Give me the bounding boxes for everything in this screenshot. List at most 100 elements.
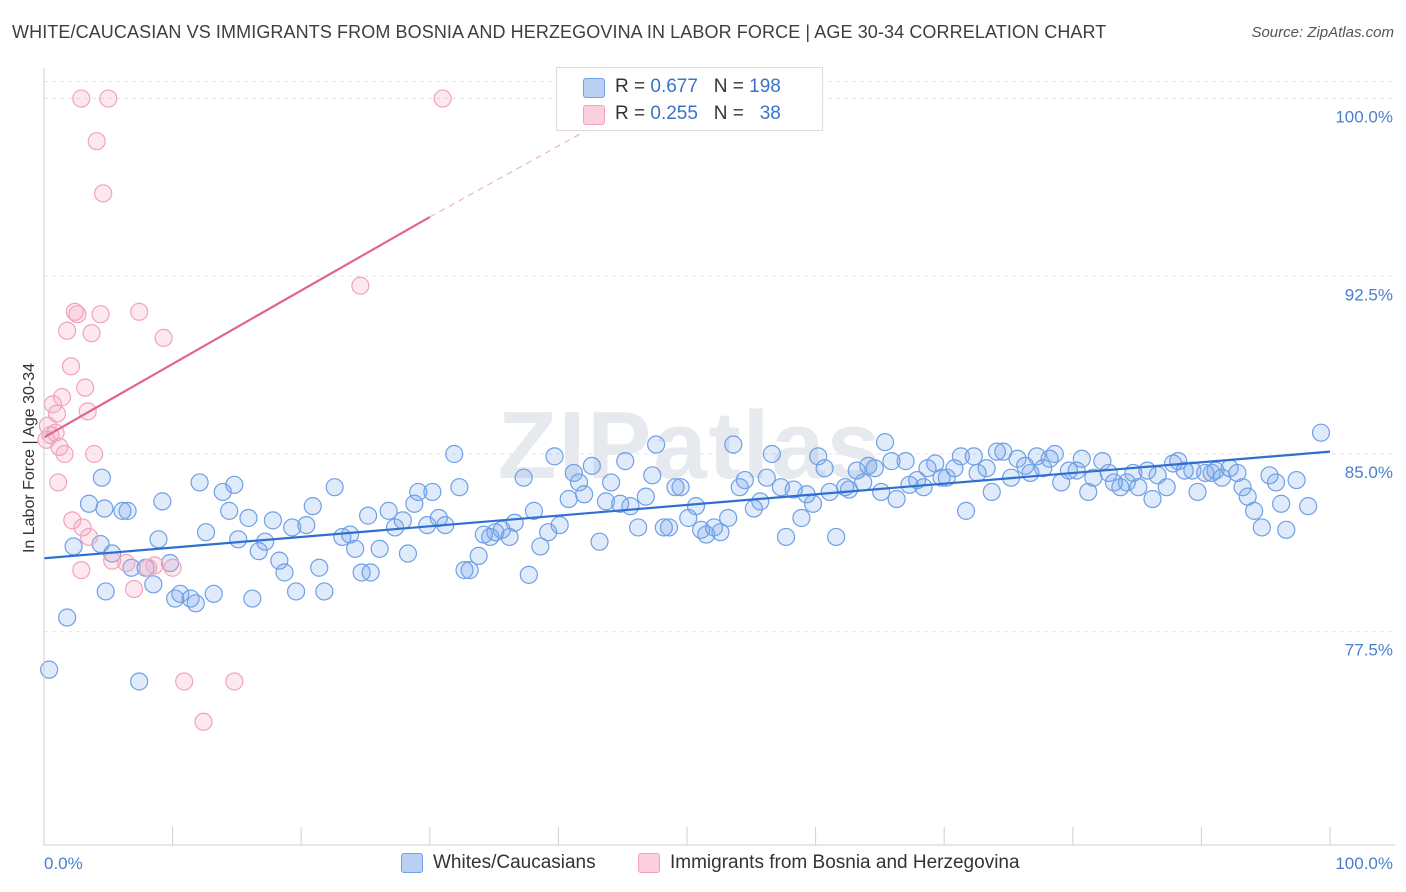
white-point (171, 584, 190, 603)
white-point (118, 501, 137, 520)
white-point (393, 511, 412, 530)
white-point (398, 544, 418, 563)
white-point (792, 508, 811, 528)
white-point (671, 478, 690, 497)
white-point (686, 497, 706, 516)
white-point (229, 530, 248, 549)
white-point (346, 539, 365, 558)
white-point (629, 518, 648, 537)
white-point (1272, 494, 1291, 513)
white-point (531, 537, 550, 556)
bosnia-point (85, 444, 104, 464)
bosnia-point (58, 321, 77, 340)
white-point (450, 478, 469, 497)
white-point (803, 494, 823, 513)
white-point (1129, 478, 1148, 497)
white-point (550, 515, 569, 535)
bosnia-point (351, 276, 370, 295)
white-point (1059, 461, 1079, 480)
white-point (286, 582, 306, 601)
white-point (196, 523, 216, 542)
points-layer (37, 89, 1331, 731)
white-point (854, 473, 873, 492)
white-point (79, 494, 99, 513)
bosnia-point (130, 302, 149, 321)
y-axis-title: In Labor Force | Age 30-34 (21, 363, 38, 553)
axis-layer: 77.5% 85.0% 92.5% 100.0% 0.0% 100.0% (43, 68, 1395, 873)
white-point (1072, 449, 1091, 468)
white-point (1311, 423, 1331, 442)
white-point (1252, 518, 1271, 537)
white-point (559, 489, 578, 509)
legend-n-label: N = (713, 103, 744, 124)
white-point (1266, 473, 1286, 492)
bottom-legend-label-bosnia: Immigrants from Bosnia and Herzegovina (670, 852, 1020, 873)
white-point (1008, 449, 1027, 468)
bosnia-point (55, 444, 74, 464)
white-point (809, 447, 828, 466)
legend-n-value: 198 (749, 76, 781, 97)
white-point (249, 542, 268, 561)
white-point (113, 501, 132, 520)
white-point (243, 589, 262, 608)
bosnia-point (99, 89, 118, 108)
white-trendline (43, 450, 1331, 560)
bosnia-trendline (43, 216, 431, 439)
bosnia-trendline-extension (429, 131, 585, 218)
white-point (724, 435, 743, 454)
white-point (325, 478, 344, 497)
bosnia-point (61, 357, 81, 376)
white-point (1045, 444, 1064, 464)
bosnia-point (73, 518, 92, 537)
white-point (297, 515, 316, 535)
white-point (315, 582, 334, 601)
bosnia-point (433, 89, 452, 108)
white-point (1233, 478, 1252, 497)
white-point (735, 470, 754, 490)
white-point (697, 525, 716, 544)
trend-layer (43, 131, 1331, 560)
y-tick-label: 92.5% (1345, 285, 1393, 304)
bosnia-point (194, 712, 213, 731)
white-point (220, 501, 239, 520)
white-point (460, 561, 479, 580)
white-point (872, 482, 891, 502)
bosnia-point (68, 305, 87, 324)
white-point (647, 435, 666, 454)
legend-r-value: 0.255 (650, 103, 698, 124)
white-point (865, 459, 884, 478)
bosnia-point (145, 556, 164, 575)
white-point (1117, 473, 1136, 492)
bosnia-point (163, 558, 182, 577)
white-point (847, 461, 866, 480)
white-point (932, 468, 951, 487)
bosnia-point (43, 395, 63, 414)
bosnia-point (175, 672, 194, 691)
white-point (937, 468, 956, 487)
white-point (149, 530, 168, 549)
white-point (590, 532, 609, 551)
white-point (987, 442, 1007, 461)
white-point (405, 494, 424, 513)
white-point (575, 485, 594, 504)
white-point (1079, 482, 1098, 502)
bosnia-point (52, 388, 72, 407)
white-point (582, 456, 601, 475)
white-point (95, 499, 114, 518)
bosnia-point (94, 184, 113, 203)
white-point (263, 511, 283, 530)
white-point (361, 563, 380, 582)
white-point (213, 482, 232, 502)
white-point (914, 478, 933, 497)
white-point (514, 468, 533, 487)
bottom-legend-swatch-white (401, 853, 423, 873)
white-point (908, 470, 927, 490)
white-point (545, 447, 564, 466)
white-point (445, 444, 464, 464)
y-tick-label: 77.5% (1345, 641, 1393, 660)
white-point (270, 551, 289, 570)
white-point (423, 482, 442, 502)
white-point (524, 501, 544, 520)
white-point (92, 468, 111, 487)
